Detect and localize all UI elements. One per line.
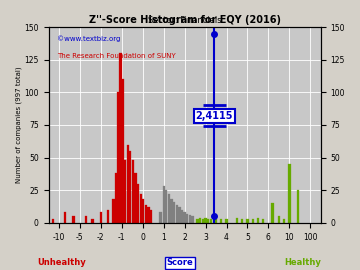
Text: 2,4115: 2,4115 [195, 111, 233, 121]
Bar [283, 219, 285, 223]
Bar [64, 212, 66, 223]
Bar [163, 186, 165, 223]
Bar [225, 219, 228, 223]
Bar [107, 210, 109, 223]
Bar [51, 219, 54, 223]
Bar [178, 207, 181, 223]
Bar [236, 218, 238, 223]
Bar [189, 215, 191, 223]
Bar [129, 151, 131, 223]
Bar [202, 219, 204, 223]
Bar [278, 216, 280, 223]
Bar [176, 204, 178, 223]
Text: Healthy: Healthy [284, 258, 321, 267]
Bar [197, 219, 199, 223]
Bar [85, 216, 87, 223]
Bar [72, 216, 75, 223]
Bar [191, 216, 194, 223]
Bar [91, 219, 94, 223]
Bar [184, 212, 186, 223]
Bar [220, 219, 222, 223]
Bar [199, 218, 202, 223]
Bar [181, 210, 183, 223]
Text: Score: Score [167, 258, 193, 267]
Title: Z''-Score Histogram for EQY (2016): Z''-Score Histogram for EQY (2016) [89, 15, 281, 25]
Bar [120, 53, 122, 223]
Bar [140, 194, 142, 223]
Bar [137, 184, 139, 223]
Bar [215, 219, 217, 223]
Y-axis label: Number of companies (997 total): Number of companies (997 total) [15, 67, 22, 183]
Bar [204, 218, 207, 223]
Bar [297, 190, 299, 223]
Bar [165, 190, 167, 223]
Bar [117, 92, 120, 223]
Bar [134, 173, 136, 223]
Bar [37, 216, 39, 223]
Bar [124, 160, 126, 223]
Bar [100, 212, 102, 223]
Bar [132, 160, 134, 223]
Bar [167, 194, 170, 223]
Bar [257, 218, 259, 223]
Bar [210, 219, 212, 223]
Bar [142, 199, 144, 223]
Bar [241, 219, 243, 223]
Bar [115, 173, 117, 223]
Bar [207, 219, 209, 223]
Bar [150, 210, 152, 223]
Bar [159, 212, 162, 223]
Bar [147, 207, 149, 223]
Bar [122, 79, 124, 223]
Bar [112, 199, 114, 223]
Bar [246, 219, 249, 223]
Bar [186, 214, 188, 223]
Text: ©www.textbiz.org: ©www.textbiz.org [57, 35, 120, 42]
Bar [173, 202, 175, 223]
Bar [145, 204, 147, 223]
Text: The Research Foundation of SUNY: The Research Foundation of SUNY [57, 53, 175, 59]
Text: Unhealthy: Unhealthy [37, 258, 86, 267]
Bar [126, 144, 129, 223]
Bar [252, 219, 254, 223]
Text: Sector: Financials: Sector: Financials [148, 16, 221, 25]
Bar [262, 219, 264, 223]
Bar [288, 164, 291, 223]
Bar [170, 199, 172, 223]
Bar [271, 203, 274, 223]
